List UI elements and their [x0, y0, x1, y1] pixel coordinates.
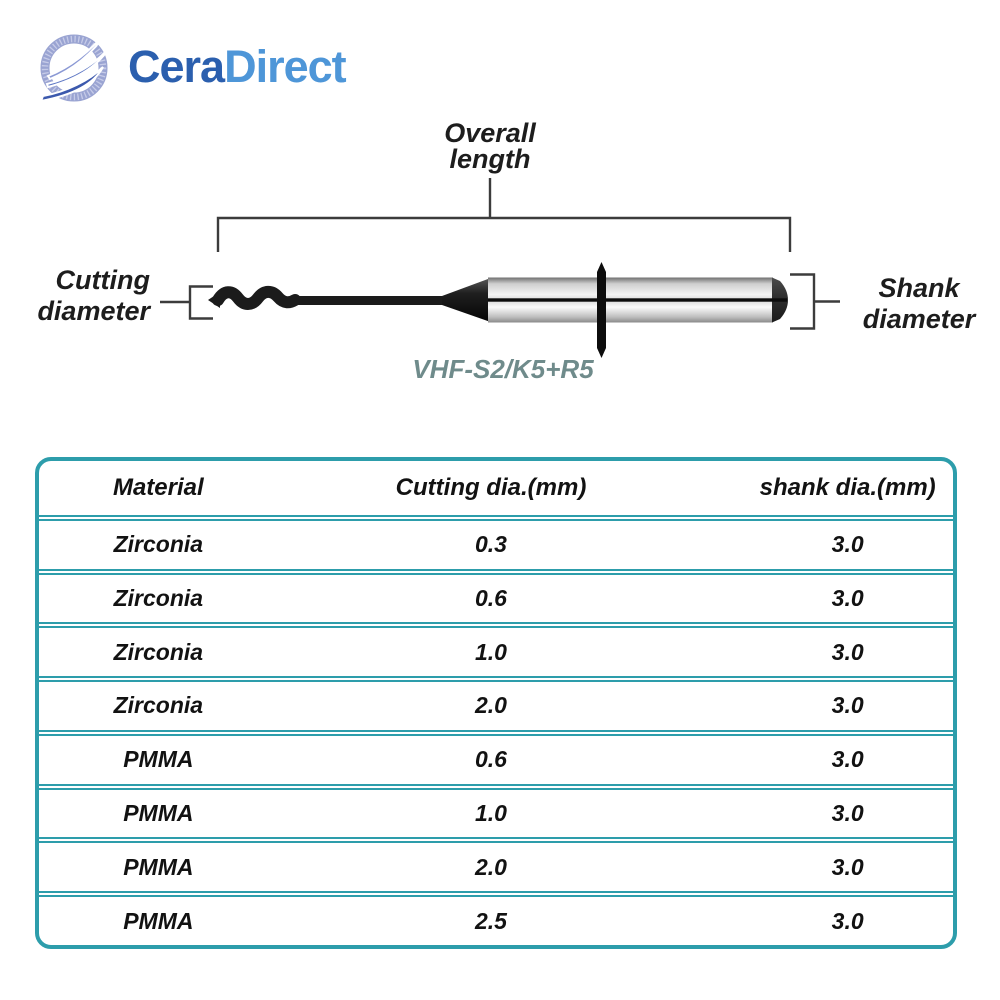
swirl-wing-circle-icon: [39, 26, 112, 106]
cell-shank-dia: 3.0: [831, 638, 864, 665]
cell-shank-dia: 3.0: [831, 907, 864, 934]
cell-material: PMMA: [123, 800, 194, 827]
overall-length-label-line2: length: [449, 144, 531, 174]
bur-diagram: [160, 178, 840, 358]
cell-cutting-dia: 2.0: [475, 853, 507, 880]
cell-material: PMMA: [123, 746, 194, 773]
cell-cutting-dia: 0.6: [475, 584, 507, 611]
cell-cutting-dia: 2.5: [475, 907, 507, 934]
table-row: Zirconia 0.3 3.0: [39, 514, 953, 569]
cell-shank-dia: 3.0: [831, 800, 864, 827]
cutting-diameter-bracket: [188, 285, 213, 320]
drill-tip-flutes: [212, 285, 301, 310]
cell-shank-dia: 3.0: [831, 531, 864, 558]
cell-shank-dia: 3.0: [831, 584, 864, 611]
brand-name-secondary: Direct: [224, 40, 347, 92]
thin-neck: [292, 296, 444, 305]
overall-length-label: Overall length: [390, 118, 590, 174]
table-row: Zirconia 2.0 3.0: [39, 676, 953, 730]
table-row: Zirconia 1.0 3.0: [39, 622, 953, 676]
taper-cone: [442, 277, 492, 323]
cell-material: PMMA: [123, 853, 194, 880]
spec-table: Material Cutting dia.(mm) shank dia.(mm)…: [35, 457, 957, 949]
cell-material: Zirconia: [113, 584, 204, 611]
cell-material: Zirconia: [113, 531, 204, 558]
cell-shank-dia: 3.0: [831, 746, 864, 773]
brand-name-primary: Cera: [128, 40, 225, 92]
header-material: Material: [112, 473, 204, 501]
cell-material: Zirconia: [113, 692, 204, 719]
overall-length-label-line1: Overall: [444, 118, 536, 148]
table-row: Zirconia 0.6 3.0: [39, 568, 953, 623]
cutting-diameter-label: Cutting diameter: [8, 265, 150, 327]
cell-cutting-dia: 1.0: [475, 638, 507, 665]
cell-cutting-dia: 1.0: [475, 800, 507, 827]
brand-name: CeraDirect: [128, 40, 347, 92]
header-shank-dia: shank dia.(mm): [759, 473, 936, 501]
cell-cutting-dia: 0.3: [475, 531, 507, 558]
brand-logo: CeraDirect: [39, 26, 347, 106]
shank-diameter-label-line1: Shank: [878, 273, 960, 303]
shank-diameter-label: Shank diameter: [843, 273, 995, 335]
shank-mid-line: [488, 298, 787, 302]
cutting-diameter-label-line2: diameter: [37, 296, 150, 326]
table-row: PMMA 2.5 3.0: [39, 891, 953, 945]
overall-length-bracket: [216, 216, 792, 252]
cell-material: Zirconia: [113, 638, 204, 665]
table-row: PMMA 2.0 3.0: [39, 837, 953, 891]
cell-shank-dia: 3.0: [831, 692, 864, 719]
cell-material: PMMA: [123, 907, 194, 934]
table-row: PMMA 1.0 3.0: [39, 783, 953, 838]
depth-stop-ring: [597, 262, 606, 358]
cell-shank-dia: 3.0: [831, 853, 864, 880]
shank-diameter-label-line2: diameter: [862, 304, 976, 334]
header-cutting-dia: Cutting dia.(mm): [395, 473, 587, 501]
table-header-row: Material Cutting dia.(mm) shank dia.(mm): [39, 461, 953, 515]
cutting-diameter-label-line1: Cutting: [55, 265, 150, 295]
cell-cutting-dia: 2.0: [475, 692, 507, 719]
model-label: VHF-S2/K5+R5: [412, 354, 594, 384]
cell-cutting-dia: 0.6: [475, 746, 507, 773]
shank-diameter-bracket: [790, 273, 816, 330]
table-row: PMMA 0.6 3.0: [39, 729, 953, 784]
